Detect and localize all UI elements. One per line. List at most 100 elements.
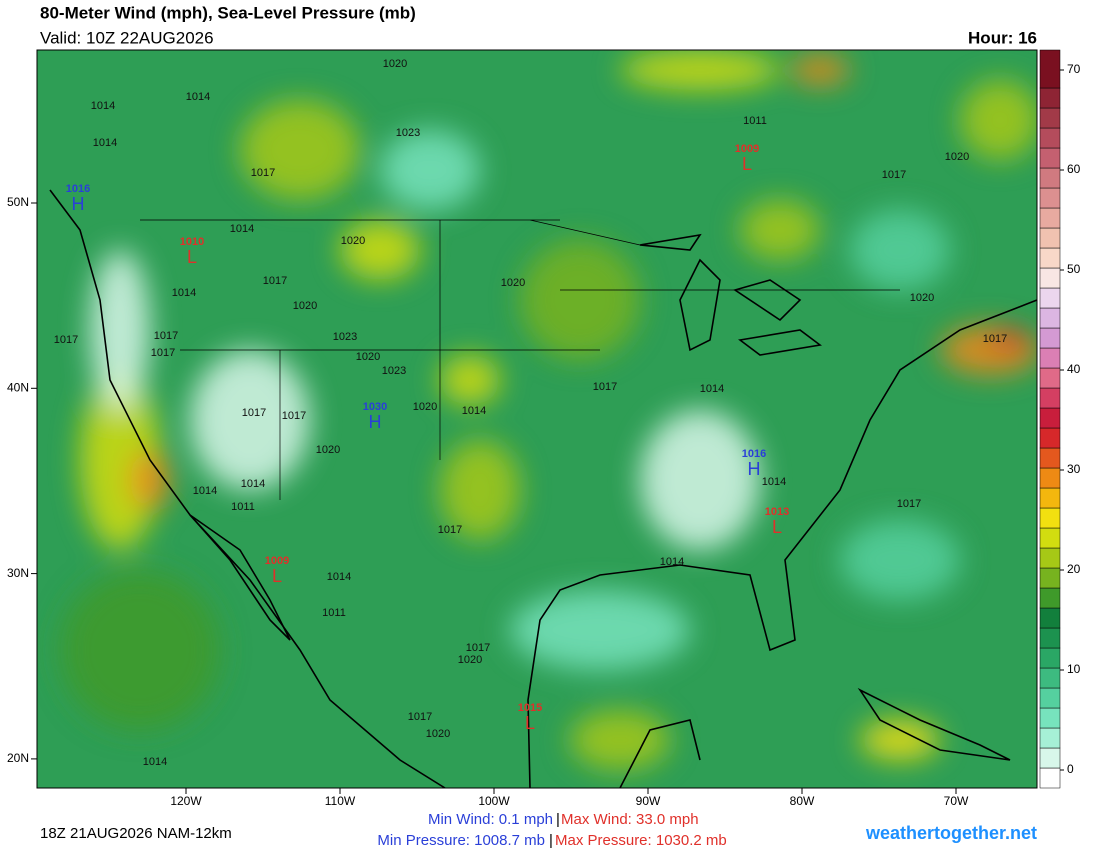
center-symbol: H: [369, 412, 382, 432]
isobar-label: 1020: [945, 151, 969, 163]
wind-blob: [440, 440, 520, 540]
colorbar-bin: [1039, 447, 1061, 469]
isobar-label: 1014: [230, 223, 254, 235]
colorbar-bin: [1039, 327, 1061, 349]
wind-blob: [380, 130, 480, 210]
center-value: 1009: [265, 555, 289, 567]
colorbar-bin: [1039, 187, 1061, 209]
colorbar-bin: [1039, 147, 1061, 169]
isobar-label: 1020: [413, 401, 437, 413]
colorbar-bin: [1039, 247, 1061, 269]
isobar-label: 1020: [341, 235, 365, 247]
east-coast: [527, 299, 1037, 788]
isobar-label: 1023: [396, 127, 420, 139]
colorbar-label: 30: [1067, 462, 1081, 476]
colorbar: 0 10 20 30 40 50 60 70: [1039, 49, 1081, 789]
colorbar-bin: [1039, 49, 1061, 89]
colorbar-bin: [1039, 627, 1061, 649]
isobar-label: 1014: [700, 383, 724, 395]
colorbar-bin: [1039, 547, 1061, 569]
coastlines: [49, 189, 1037, 788]
center-symbol: L: [272, 566, 282, 586]
valid-time: Valid: 10Z 22AUG2026: [40, 28, 214, 47]
isobar-label: 1017: [593, 381, 617, 393]
isobar-label: 1017: [438, 524, 462, 536]
title: 80-Meter Wind (mph), Sea-Level Pressure …: [40, 3, 416, 22]
wind-blob: [570, 710, 670, 770]
wind-blob: [340, 220, 420, 280]
center-value: 1010: [180, 236, 204, 248]
center-value: 1016: [742, 448, 766, 460]
isobar-label: 1014: [91, 100, 115, 112]
max-wind: Max Wind: 33.0 mph: [561, 811, 699, 828]
wind-blob: [90, 250, 150, 410]
center-symbol: L: [772, 517, 782, 537]
isobar-label: 1014: [660, 556, 684, 568]
colorbar-bin: [1039, 107, 1061, 129]
colorbar-bin: [1039, 427, 1061, 449]
colorbar-bin: [1039, 567, 1061, 589]
isobar-label: 1017: [408, 711, 432, 723]
caribbean: [857, 687, 1011, 761]
lon-label: 110W: [325, 794, 356, 808]
great-lakes: [639, 233, 822, 356]
colorbar-bin: [1039, 687, 1061, 709]
center-value: 1015: [518, 702, 542, 714]
colorbar-bin: [1039, 747, 1061, 769]
center-symbol: H: [748, 459, 761, 479]
wind-blob: [850, 210, 950, 290]
colorbar-bin: [1039, 87, 1061, 109]
max-pressure: Max Pressure: 1030.2 mb: [555, 832, 727, 849]
isobar-label: 1020: [316, 444, 340, 456]
min-wind: Min Wind: 0.1 mph: [428, 811, 553, 828]
colorbar-bin: [1039, 467, 1061, 489]
wind-blob: [130, 450, 170, 510]
isobar-label: 1014: [327, 571, 351, 583]
colorbar-label: 20: [1067, 562, 1081, 576]
isobar-label: 1017: [242, 407, 266, 419]
baja: [189, 514, 291, 641]
center-symbol: L: [525, 713, 535, 733]
colorbar-bin: [1039, 287, 1061, 309]
isobar-label: 1017: [263, 275, 287, 287]
wind-blob: [620, 50, 780, 90]
isobar-label: 1017: [154, 330, 178, 342]
isobar-label: 1014: [186, 91, 210, 103]
wind-blob: [990, 330, 1030, 350]
colorbar-bin: [1039, 647, 1061, 669]
isobar-label: 1011: [743, 115, 767, 127]
colorbar-bin: [1039, 587, 1061, 609]
center-value: 1030: [363, 401, 387, 413]
center-symbol: L: [742, 154, 752, 174]
separator: |: [549, 832, 553, 849]
min-pressure: Min Pressure: 1008.7 mb: [377, 832, 545, 849]
wind-field: [60, 50, 1037, 770]
center-value: 1016: [66, 183, 90, 195]
isobar-label: 1014: [172, 287, 196, 299]
lat-label: 40N: [7, 380, 29, 394]
colorbar-label: 40: [1067, 362, 1081, 376]
borders: [140, 219, 900, 500]
isobar-label: 1020: [458, 654, 482, 666]
wind-blob: [860, 720, 940, 760]
colorbar-bin: [1039, 507, 1061, 529]
isobar-label: 1017: [466, 642, 490, 654]
isobar-label: 1017: [983, 333, 1007, 345]
wind-blob: [790, 55, 850, 85]
isobar-label: 1020: [910, 292, 934, 304]
colorbar-bin: [1039, 707, 1061, 729]
forecast-hour: Hour: 16: [968, 28, 1037, 47]
colorbar-bin: [1039, 127, 1061, 149]
colorbar-bin: [1039, 347, 1061, 369]
yucatan: [619, 719, 701, 788]
isobar-label: 1017: [282, 410, 306, 422]
colorbar-bin: [1039, 527, 1061, 549]
colorbar-label: 70: [1067, 62, 1081, 76]
center-value: 1009: [735, 143, 759, 155]
isobar-label: 1020: [501, 277, 525, 289]
isobar-label: 1014: [93, 137, 117, 149]
wind-blob: [840, 520, 960, 600]
